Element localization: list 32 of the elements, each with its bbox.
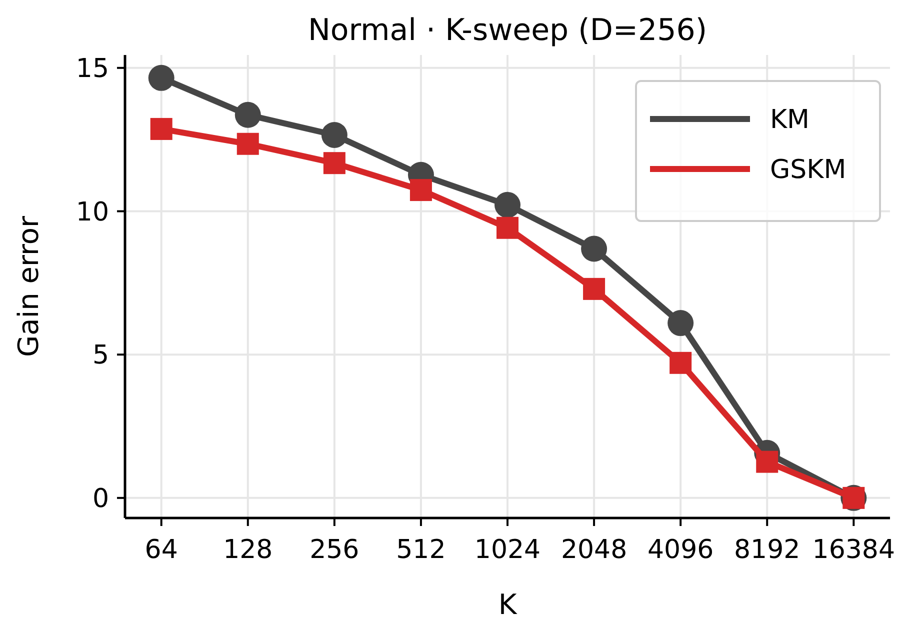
point [321,122,348,148]
x-tick-label: 64 [144,535,178,565]
point [148,64,174,91]
y-tick-label: 0 [92,484,109,514]
x-tick-label: 8192 [734,535,800,565]
legend-label: KM [770,105,810,136]
x-tick-label: 16384 [812,535,896,565]
x-tick-label: 128 [223,535,273,565]
point [668,310,694,336]
x-tick-label: 256 [310,535,360,565]
legend-label: GSKM [770,155,846,186]
point [756,450,778,473]
point [583,278,606,300]
y-axis-title: Gain error [12,215,45,358]
point [323,152,346,174]
point [494,192,520,218]
y-tick-label: 5 [92,340,109,371]
point [670,352,692,374]
point [150,118,172,140]
x-tick-label: 1024 [474,535,541,565]
x-tick-label: 4096 [647,535,714,565]
x-tick-label: 2048 [560,535,628,565]
x-axis-title: K [498,588,518,621]
x-tick-label: 512 [396,535,446,565]
y-tick-label: 10 [76,197,109,228]
point [496,216,518,239]
point [410,179,432,202]
point [234,102,261,128]
point [581,236,608,262]
point [236,132,259,155]
y-tick-label: 15 [76,54,109,84]
chart-title: Normal · K-sweep (D=256) [308,13,708,48]
